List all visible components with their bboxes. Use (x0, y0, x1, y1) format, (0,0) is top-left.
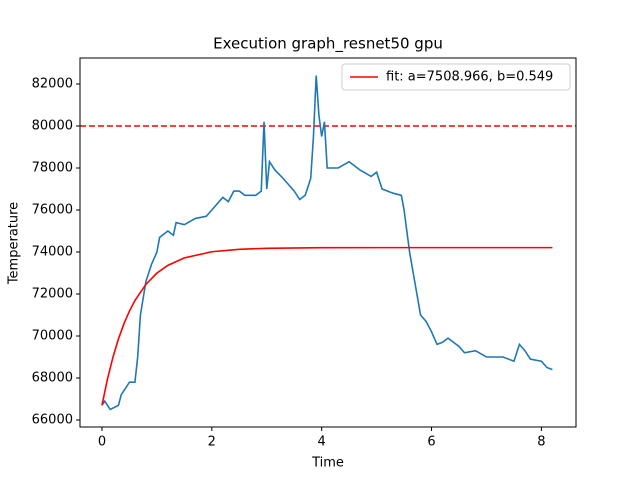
legend-box (341, 63, 571, 91)
chart-title: Execution graph_resnet50 gpu (213, 35, 443, 54)
y-tick-label: 76000 (32, 203, 73, 218)
y-tick-label: 82000 (32, 76, 73, 91)
x-tick-label: 8 (537, 435, 545, 450)
y-tick-label: 78000 (32, 161, 73, 176)
y-tick-label: 66000 (32, 413, 73, 428)
y-tick-label: 72000 (32, 287, 73, 302)
data-line (101, 75, 553, 411)
x-tick-label: 6 (427, 435, 435, 450)
x-tick-label: 4 (318, 435, 326, 450)
x-axis-label: Time (311, 456, 344, 471)
legend-label: fit: a=7508.966, b=0.549 (386, 70, 553, 85)
x-tick-label: 0 (98, 435, 106, 450)
plot-frame (79, 57, 577, 428)
y-tick-label: 74000 (32, 245, 73, 260)
y-tick-label: 80000 (32, 118, 73, 133)
y-axis-label: Temperature (7, 202, 22, 285)
y-tick-label: 68000 (32, 371, 73, 386)
x-tick-label: 2 (208, 435, 216, 450)
data-line (101, 246, 553, 406)
y-tick-label: 70000 (32, 329, 73, 344)
